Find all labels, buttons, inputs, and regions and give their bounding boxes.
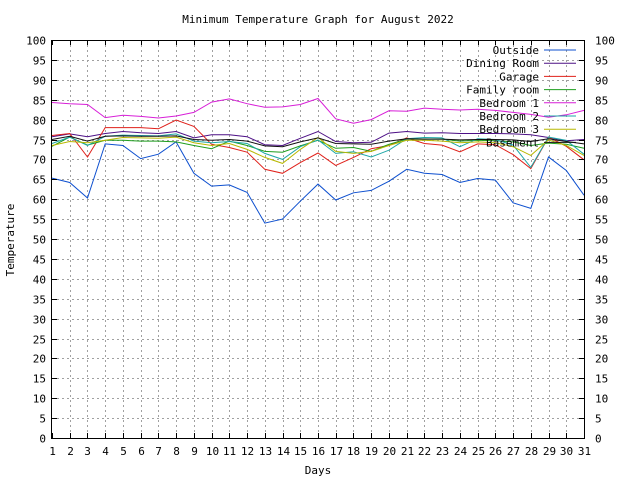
y-tick-label-right: 50 bbox=[595, 234, 608, 247]
x-tick-label: 31 bbox=[578, 445, 591, 458]
x-tick-label: 19 bbox=[365, 445, 378, 458]
x-tick-label: 5 bbox=[120, 445, 127, 458]
x-tick-label: 28 bbox=[525, 445, 538, 458]
x-tick-label: 14 bbox=[277, 445, 291, 458]
y-tick-label: 45 bbox=[33, 254, 46, 267]
y-tick-label-right: 25 bbox=[595, 334, 608, 347]
y-tick-label: 55 bbox=[33, 214, 46, 227]
y-tick-label-right: 10 bbox=[595, 393, 608, 406]
series-line-bedroom-1 bbox=[51, 97, 585, 124]
y-tick-label-right: 95 bbox=[595, 55, 608, 68]
x-tick-label: 29 bbox=[543, 445, 556, 458]
legend-label: Family room bbox=[466, 84, 539, 97]
y-tick-label-right: 70 bbox=[595, 154, 608, 167]
x-tick-label: 12 bbox=[241, 445, 254, 458]
x-axis-label: Days bbox=[305, 464, 332, 477]
y-tick-label: 100 bbox=[26, 35, 46, 48]
x-tick-label: 15 bbox=[294, 445, 307, 458]
y-tick-label-right: 75 bbox=[595, 135, 608, 148]
y-tick-label-right: 0 bbox=[595, 433, 602, 446]
y-tick-label: 80 bbox=[33, 115, 46, 128]
y-tick-label-right: 45 bbox=[595, 254, 608, 267]
legend-label: Basement bbox=[486, 136, 539, 149]
legend-label: Dining Room bbox=[466, 57, 539, 70]
x-tick-label: 13 bbox=[259, 445, 272, 458]
y-tick-label: 35 bbox=[33, 294, 46, 307]
y-tick-label: 50 bbox=[33, 234, 46, 247]
x-tick-label: 10 bbox=[206, 445, 219, 458]
x-tick-label: 17 bbox=[330, 445, 343, 458]
legend-label: Outside bbox=[493, 44, 539, 57]
y-tick-label-right: 80 bbox=[595, 115, 608, 128]
y-tick-label: 85 bbox=[33, 95, 46, 108]
y-tick-label-right: 100 bbox=[595, 35, 615, 48]
x-tick-label: 6 bbox=[138, 445, 145, 458]
x-tick-label: 11 bbox=[223, 445, 236, 458]
legend-label: Bedroom 2 bbox=[479, 110, 539, 123]
y-tick-label-right: 55 bbox=[595, 214, 608, 227]
y-tick-label: 75 bbox=[33, 135, 46, 148]
y-tick-label: 0 bbox=[39, 433, 46, 446]
x-tick-label: 22 bbox=[418, 445, 431, 458]
x-tick-label: 20 bbox=[383, 445, 396, 458]
y-tick-label: 65 bbox=[33, 174, 46, 187]
series-line-dining-room bbox=[51, 130, 585, 147]
y-tick-label: 30 bbox=[33, 314, 46, 327]
y-tick-label: 5 bbox=[39, 413, 46, 426]
x-tick-label: 9 bbox=[191, 445, 198, 458]
x-tick-label: 26 bbox=[489, 445, 502, 458]
x-tick-label: 21 bbox=[401, 445, 414, 458]
y-tick-label: 90 bbox=[33, 75, 46, 88]
legend-label: Bedroom 1 bbox=[479, 97, 539, 110]
x-tick-label: 2 bbox=[67, 445, 74, 458]
y-tick-label: 60 bbox=[33, 194, 46, 207]
y-tick-label: 15 bbox=[33, 373, 46, 386]
series-line-outside bbox=[51, 141, 585, 224]
x-tick-label: 16 bbox=[312, 445, 325, 458]
x-tick-label: 25 bbox=[472, 445, 485, 458]
x-tick-label: 3 bbox=[84, 445, 91, 458]
y-tick-label-right: 15 bbox=[595, 373, 608, 386]
x-tick-label: 4 bbox=[102, 445, 109, 458]
y-tick-label-right: 35 bbox=[595, 294, 608, 307]
y-tick-label: 20 bbox=[33, 353, 46, 366]
y-tick-label-right: 65 bbox=[595, 174, 608, 187]
x-tick-label: 23 bbox=[436, 445, 449, 458]
series-line-basement bbox=[51, 135, 585, 148]
y-tick-label-right: 90 bbox=[595, 75, 608, 88]
y-tick-label: 10 bbox=[33, 393, 46, 406]
y-tick-label-right: 20 bbox=[595, 353, 608, 366]
x-tick-label: 8 bbox=[173, 445, 180, 458]
series-line-garage bbox=[51, 119, 585, 174]
x-tick-label: 18 bbox=[347, 445, 360, 458]
y-tick-label-right: 85 bbox=[595, 95, 608, 108]
x-tick-label: 30 bbox=[560, 445, 573, 458]
x-tick-label: 27 bbox=[507, 445, 520, 458]
x-tick-label: 24 bbox=[454, 445, 468, 458]
y-tick-label: 40 bbox=[33, 274, 46, 287]
legend-label: Bedroom 3 bbox=[479, 123, 539, 136]
chart-title: Minimum Temperature Graph for August 202… bbox=[182, 13, 454, 26]
y-tick-label: 95 bbox=[33, 55, 46, 68]
x-tick-label: 1 bbox=[49, 445, 56, 458]
y-tick-label-right: 60 bbox=[595, 194, 608, 207]
y-axis-label: Temperature bbox=[4, 204, 17, 277]
y-tick-label-right: 30 bbox=[595, 314, 608, 327]
series-lines bbox=[51, 97, 585, 224]
grid bbox=[52, 40, 584, 438]
y-tick-label: 70 bbox=[33, 154, 46, 167]
y-tick-label-right: 5 bbox=[595, 413, 602, 426]
y-tick-label: 25 bbox=[33, 334, 46, 347]
y-tick-label-right: 40 bbox=[595, 274, 608, 287]
x-tick-label: 7 bbox=[155, 445, 162, 458]
legend-label: Garage bbox=[499, 70, 539, 83]
